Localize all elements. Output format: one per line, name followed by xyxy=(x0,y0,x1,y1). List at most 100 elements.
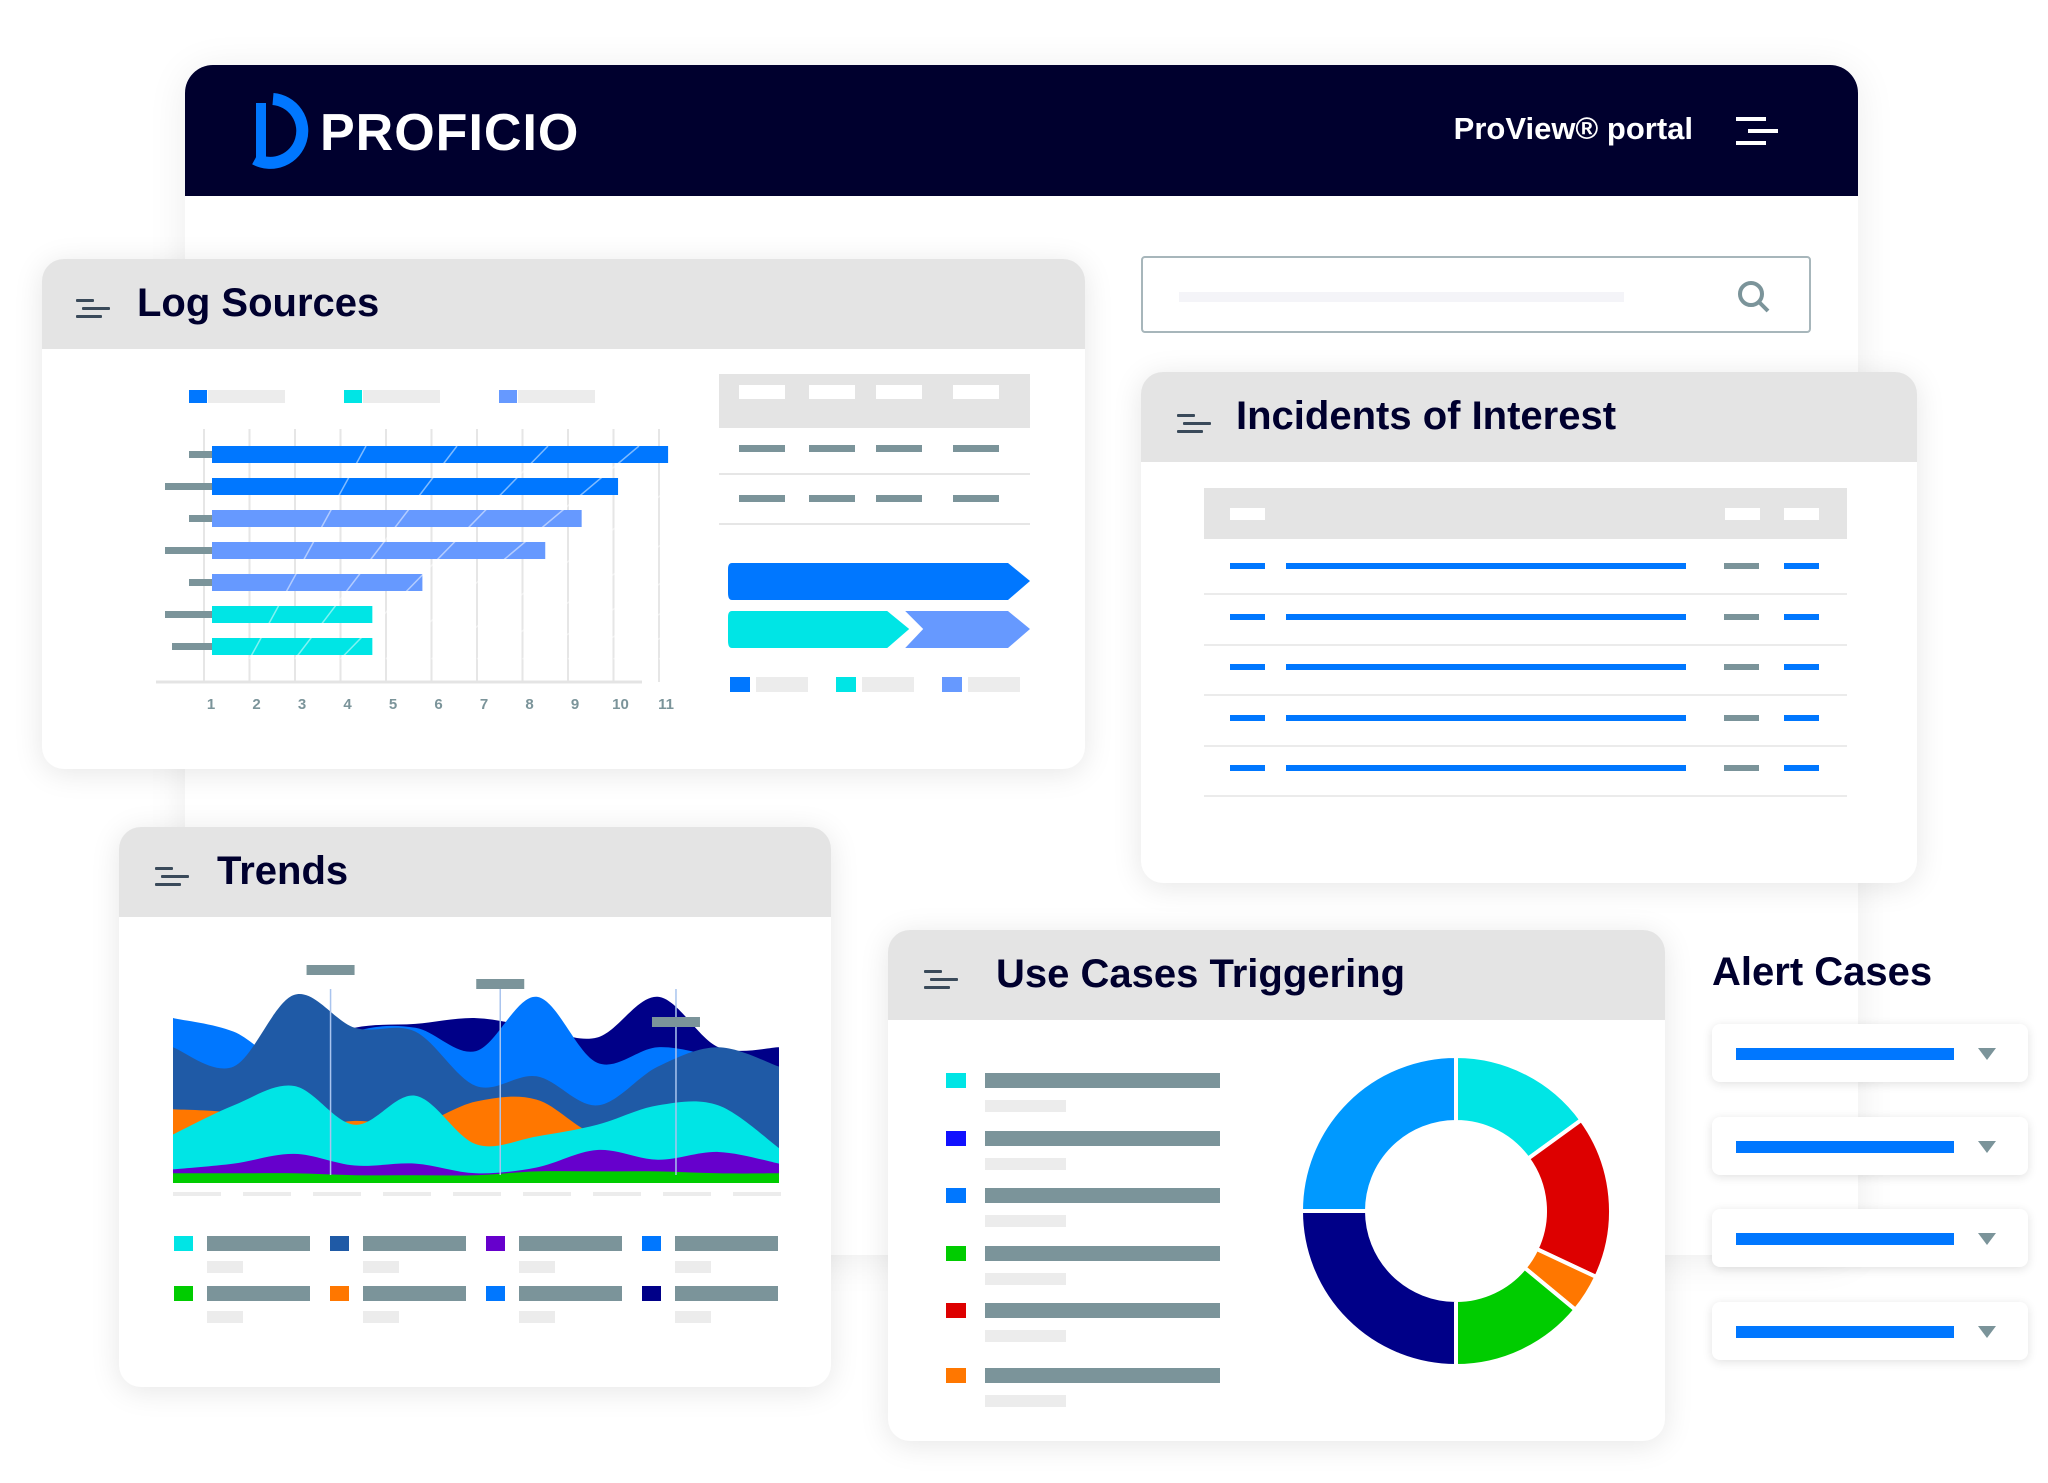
bar-divider xyxy=(294,445,458,660)
menu-icon[interactable] xyxy=(1177,414,1211,434)
category-label xyxy=(165,611,236,618)
menu-icon[interactable] xyxy=(155,867,189,887)
legend-value xyxy=(985,1394,1066,1407)
legend-label xyxy=(862,677,914,692)
table-row[interactable] xyxy=(1204,697,1847,747)
table-row[interactable] xyxy=(1204,545,1847,595)
search-placeholder xyxy=(1179,292,1624,302)
bar-divider xyxy=(385,445,640,660)
alert-case-dropdown[interactable] xyxy=(1712,1209,2028,1267)
bar-divider xyxy=(476,445,822,660)
table-cell xyxy=(953,445,999,452)
legend-value xyxy=(363,1261,399,1273)
legend-swatch xyxy=(730,677,750,692)
x-tick-label: 4 xyxy=(343,696,352,713)
table-row[interactable] xyxy=(1204,596,1847,646)
progress-bar-full xyxy=(728,563,1030,600)
incident-id xyxy=(1230,664,1265,670)
legend-label xyxy=(985,1073,1220,1088)
x-tick-label: 1 xyxy=(207,696,215,713)
alert-case-value xyxy=(1736,1233,1954,1245)
incident-name xyxy=(1286,664,1686,670)
chevron-down-icon[interactable] xyxy=(1978,1325,1996,1338)
legend-label xyxy=(985,1130,1220,1146)
brand-name: PROFICIO xyxy=(320,104,580,162)
marker-label xyxy=(651,1017,700,1027)
menu-icon[interactable] xyxy=(1736,117,1778,145)
legend-label xyxy=(985,1245,1220,1261)
menu-icon[interactable] xyxy=(76,299,110,319)
x-tick-label xyxy=(173,1192,221,1196)
bar xyxy=(212,446,669,463)
table-row[interactable] xyxy=(1204,646,1847,696)
header-cell xyxy=(876,385,922,399)
menu-icon[interactable] xyxy=(924,970,958,990)
bar-divider xyxy=(567,445,1004,660)
chevron-down-icon[interactable] xyxy=(1978,1048,1996,1060)
incident-status xyxy=(1784,765,1819,771)
x-tick-label xyxy=(593,1192,641,1196)
card-header xyxy=(119,827,831,917)
legend-value xyxy=(207,1311,243,1323)
legend-swatch xyxy=(642,1286,661,1301)
bar-divider xyxy=(522,445,913,660)
incident-id xyxy=(1230,714,1265,721)
category-label xyxy=(165,483,236,490)
card-title: Incidents of Interest xyxy=(1236,394,1617,438)
legend-swatch xyxy=(946,1367,966,1383)
legend-swatch xyxy=(946,1303,966,1318)
legend-value xyxy=(519,1261,555,1273)
bar-divider xyxy=(248,445,367,660)
legend-label xyxy=(519,1236,622,1251)
table-cell xyxy=(809,445,855,452)
bar-divider xyxy=(613,449,1085,660)
x-tick-label xyxy=(733,1192,781,1196)
bar xyxy=(212,574,423,591)
progress-bar-segment xyxy=(905,611,1030,648)
incidents-card: Incidents of Interest xyxy=(1141,372,1917,883)
incident-date xyxy=(1724,563,1759,569)
legend-value xyxy=(363,1311,399,1323)
card-title: Log Sources xyxy=(137,281,380,325)
incident-date xyxy=(1724,664,1759,670)
header-cell xyxy=(953,385,999,399)
alert-case-value xyxy=(1736,1140,1954,1153)
bar xyxy=(212,638,373,655)
portal-label[interactable]: ProView® portal xyxy=(1453,111,1693,146)
alert-case-dropdown[interactable] xyxy=(1712,1024,2028,1082)
legend-label xyxy=(518,390,595,403)
legend-swatch xyxy=(486,1236,505,1251)
legend-label xyxy=(207,1286,310,1301)
table-row[interactable] xyxy=(1204,747,1847,797)
x-tick-label xyxy=(663,1192,711,1196)
legend-swatch xyxy=(946,1130,966,1146)
search-input[interactable] xyxy=(1141,256,1811,333)
use-cases-donut-chart xyxy=(1298,1053,1613,1369)
search-icon[interactable] xyxy=(1737,280,1771,314)
incident-status xyxy=(1784,714,1819,721)
legend-value xyxy=(207,1261,243,1273)
incident-name xyxy=(1286,714,1686,721)
legend-label xyxy=(363,1236,466,1251)
bar xyxy=(212,606,373,623)
legend-value xyxy=(985,1330,1066,1342)
legend-label xyxy=(968,677,1020,692)
legend-swatch xyxy=(344,390,362,403)
legend-value xyxy=(519,1311,555,1323)
incident-name xyxy=(1286,563,1686,569)
x-tick-label: 9 xyxy=(571,696,579,713)
alert-case-dropdown[interactable] xyxy=(1712,1116,2028,1175)
trends-card: Trends xyxy=(119,827,831,1387)
bar xyxy=(212,478,619,495)
legend-label xyxy=(207,1236,310,1251)
legend-swatch xyxy=(486,1286,505,1301)
alert-case-dropdown[interactable] xyxy=(1712,1301,2028,1360)
chevron-down-icon[interactable] xyxy=(1978,1140,1996,1153)
bar-divider xyxy=(339,445,549,660)
donut-slice xyxy=(1298,1053,1458,1213)
alert-case-value xyxy=(1736,1325,1954,1338)
log-sources-bar-chart: 1 2 3 4 5 6 7 8 9 10 11 xyxy=(156,374,1085,713)
x-tick-label: 3 xyxy=(298,696,306,713)
chevron-down-icon[interactable] xyxy=(1978,1233,1996,1245)
x-tick-label: 10 xyxy=(612,696,629,713)
